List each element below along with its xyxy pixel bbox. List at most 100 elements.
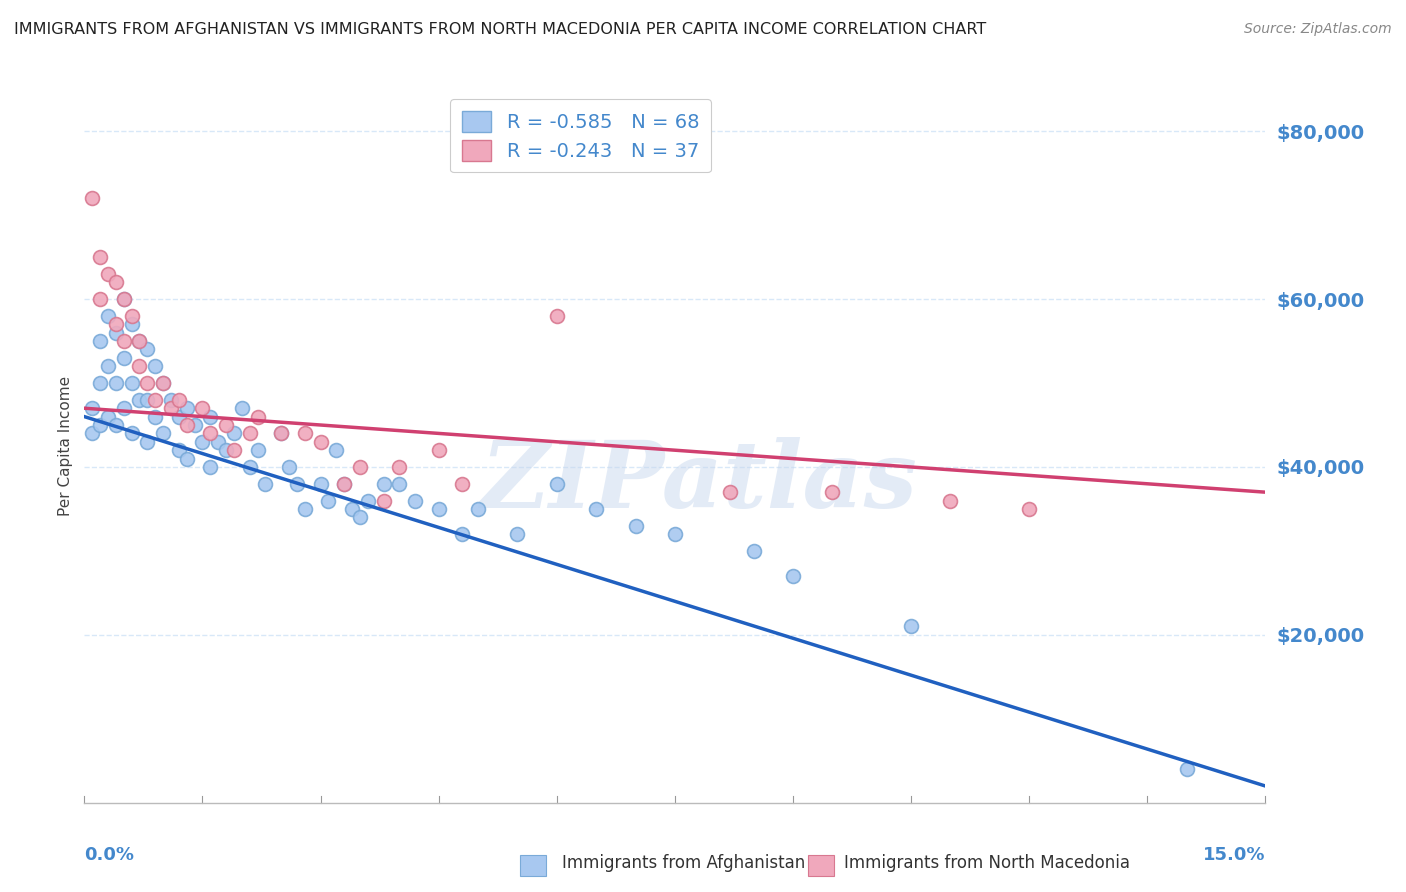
Point (285, 476, 308, 491)
Point (82, 426, 104, 441)
Point (624, 518, 647, 533)
Point (546, 309, 568, 323)
Point (104, 417, 127, 432)
Point (167, 409, 190, 424)
Point (183, 417, 205, 432)
Point (357, 493, 380, 508)
Point (89, 334, 111, 348)
Point (136, 434, 159, 449)
Point (388, 476, 411, 491)
Point (89, 250, 111, 264)
Point (294, 502, 316, 516)
Y-axis label: Per Capita Income: Per Capita Income (58, 376, 73, 516)
Point (309, 434, 332, 449)
Point (270, 426, 292, 441)
Point (160, 401, 183, 416)
Point (143, 392, 166, 407)
Point (333, 476, 356, 491)
Point (821, 485, 844, 500)
Point (278, 460, 301, 475)
Point (89, 292, 111, 306)
Point (222, 443, 245, 458)
Point (222, 426, 245, 441)
Point (318, 493, 340, 508)
Text: Immigrants from Afghanistan: Immigrants from Afghanistan (562, 855, 806, 872)
Point (427, 502, 450, 516)
Point (215, 417, 238, 432)
Point (89, 417, 111, 432)
Point (104, 326, 127, 340)
Point (349, 510, 371, 524)
Point (121, 318, 143, 332)
Text: IMMIGRANTS FROM AFGHANISTAN VS IMMIGRANTS FROM NORTH MACEDONIA PER CAPITA INCOME: IMMIGRANTS FROM AFGHANISTAN VS IMMIGRANT… (14, 22, 987, 37)
Point (143, 359, 166, 374)
Text: Immigrants from North Macedonia: Immigrants from North Macedonia (844, 855, 1129, 872)
Point (82, 401, 104, 416)
Point (112, 292, 135, 306)
Point (104, 275, 127, 289)
Point (112, 401, 135, 416)
Point (112, 334, 135, 348)
Point (1175, 762, 1198, 776)
Point (427, 443, 450, 458)
Point (167, 392, 190, 407)
Point (121, 376, 143, 390)
Point (231, 401, 253, 416)
Point (254, 476, 277, 491)
Point (349, 460, 371, 475)
Text: Source: ZipAtlas.com: Source: ZipAtlas.com (1244, 22, 1392, 37)
Point (167, 443, 190, 458)
Point (97, 267, 120, 281)
Point (82, 191, 104, 205)
Point (152, 376, 174, 390)
Point (128, 392, 150, 407)
Point (664, 527, 686, 541)
Point (246, 443, 269, 458)
Point (191, 401, 214, 416)
Point (200, 426, 222, 441)
Point (97, 359, 120, 374)
Point (200, 460, 222, 475)
Point (207, 434, 229, 449)
Point (104, 376, 127, 390)
Point (128, 359, 150, 374)
Point (585, 502, 607, 516)
Point (333, 476, 356, 491)
Text: 15.0%: 15.0% (1204, 846, 1265, 863)
Legend: R = -0.585   N = 68, R = -0.243   N = 37: R = -0.585 N = 68, R = -0.243 N = 37 (450, 99, 710, 172)
Point (404, 493, 426, 508)
Point (191, 434, 214, 449)
Text: 0.0%: 0.0% (84, 846, 135, 863)
Point (340, 502, 363, 516)
Point (136, 376, 159, 390)
Point (742, 544, 765, 558)
Point (373, 476, 395, 491)
Point (152, 376, 174, 390)
Point (270, 426, 292, 441)
Point (451, 476, 474, 491)
Point (546, 476, 568, 491)
Point (104, 318, 127, 332)
Point (309, 476, 332, 491)
Point (900, 619, 922, 633)
Text: ZIPatlas: ZIPatlas (479, 437, 917, 526)
Point (97, 309, 120, 323)
Point (152, 426, 174, 441)
Point (112, 292, 135, 306)
Point (136, 343, 159, 357)
Point (160, 392, 183, 407)
Point (246, 409, 269, 424)
Point (373, 493, 395, 508)
Point (1018, 502, 1040, 516)
Point (143, 409, 166, 424)
Point (128, 334, 150, 348)
Point (112, 351, 135, 365)
Point (200, 409, 222, 424)
Point (215, 443, 238, 458)
Point (121, 426, 143, 441)
Point (176, 417, 198, 432)
Point (294, 426, 316, 441)
Point (121, 309, 143, 323)
Point (451, 527, 474, 541)
Point (388, 460, 411, 475)
